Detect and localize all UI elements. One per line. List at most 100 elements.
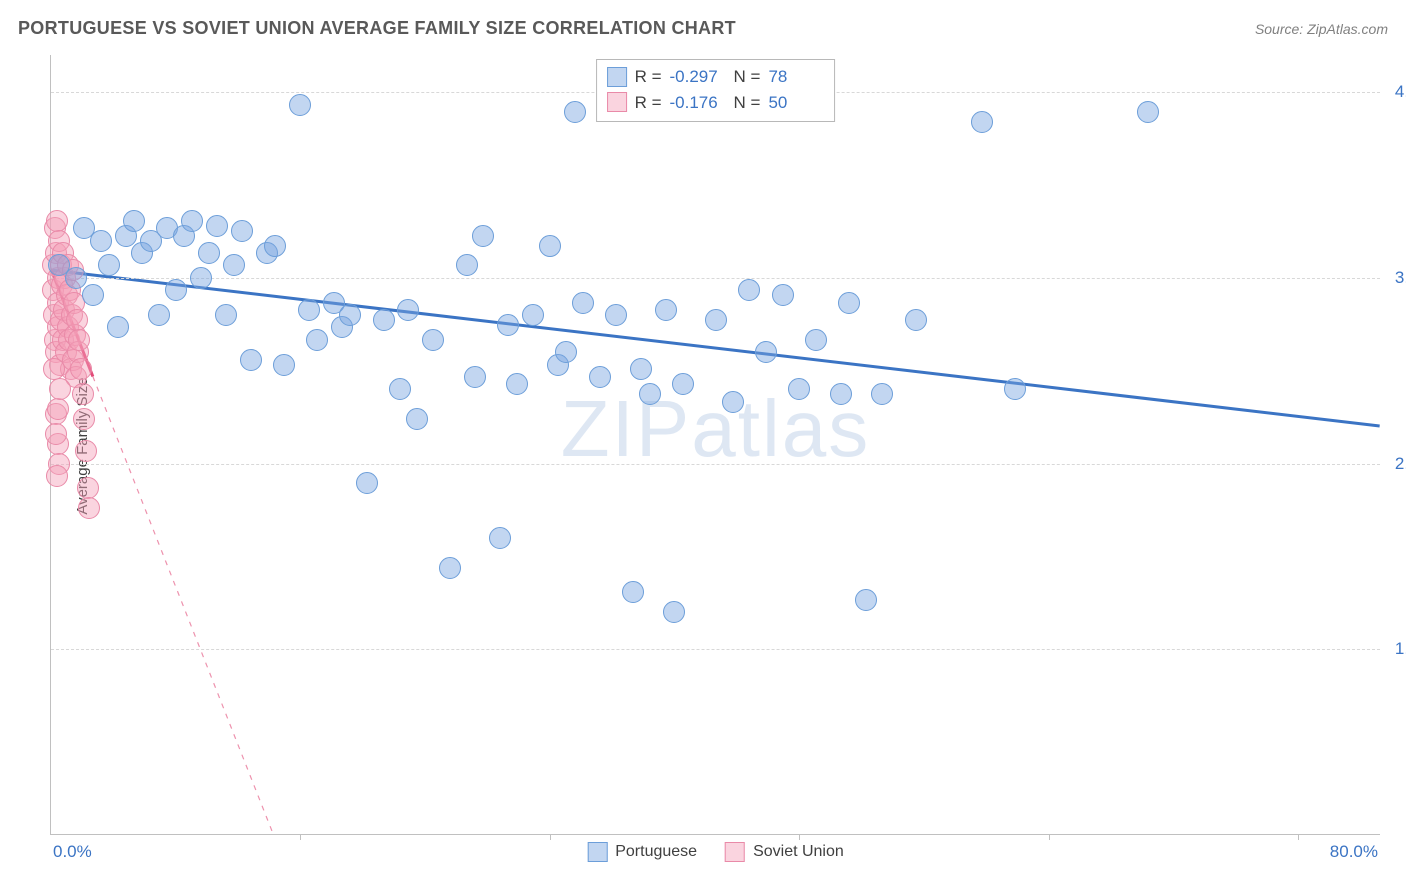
data-point-portuguese [439, 557, 461, 579]
y-tick-label: 4.00 [1384, 82, 1406, 102]
data-point-portuguese [98, 254, 120, 276]
data-point-portuguese [215, 304, 237, 326]
data-point-portuguese [298, 299, 320, 321]
data-point-portuguese [506, 373, 528, 395]
swatch-portuguese [607, 67, 627, 87]
data-point-portuguese [123, 210, 145, 232]
watermark: ZIPatlas [561, 383, 870, 475]
legend-item-portuguese: Portuguese [587, 842, 697, 862]
data-point-portuguese [564, 101, 586, 123]
data-point-portuguese [181, 210, 203, 232]
data-point-portuguese [240, 349, 262, 371]
r-value-soviet: -0.176 [670, 90, 726, 116]
legend-swatch-portuguese [587, 842, 607, 862]
chart-plot-area: ZIPatlas R = -0.297 N = 78 R = -0.176 N … [50, 55, 1380, 835]
r-value-portuguese: -0.297 [670, 64, 726, 90]
data-point-portuguese [655, 299, 677, 321]
data-point-portuguese [971, 111, 993, 133]
chart-title: PORTUGUESE VS SOVIET UNION AVERAGE FAMIL… [18, 18, 736, 39]
data-point-portuguese [788, 378, 810, 400]
data-point-portuguese [190, 267, 212, 289]
legend-stats-box: R = -0.297 N = 78 R = -0.176 N = 50 [596, 59, 836, 122]
data-point-portuguese [90, 230, 112, 252]
x-axis-min-label: 0.0% [53, 842, 92, 862]
y-tick-label: 1.75 [1384, 639, 1406, 659]
series-legend: Portuguese Soviet Union [587, 842, 844, 862]
data-point-portuguese [1137, 101, 1159, 123]
x-tick [300, 834, 301, 840]
y-tick-label: 2.50 [1384, 454, 1406, 474]
data-point-portuguese [456, 254, 478, 276]
data-point-portuguese [905, 309, 927, 331]
data-point-portuguese [65, 267, 87, 289]
data-point-portuguese [406, 408, 428, 430]
data-point-portuguese [397, 299, 419, 321]
data-point-portuguese [772, 284, 794, 306]
n-value-portuguese: 78 [768, 64, 824, 90]
data-point-portuguese [830, 383, 852, 405]
data-point-portuguese [422, 329, 444, 351]
data-point-portuguese [231, 220, 253, 242]
data-point-soviet-union [72, 383, 94, 405]
data-point-soviet-union [49, 378, 71, 400]
data-point-portuguese [373, 309, 395, 331]
source-attribution: Source: ZipAtlas.com [1255, 21, 1388, 37]
data-point-portuguese [522, 304, 544, 326]
data-point-portuguese [464, 366, 486, 388]
data-point-portuguese [306, 329, 328, 351]
y-tick-label: 3.25 [1384, 268, 1406, 288]
data-point-portuguese [855, 589, 877, 611]
data-point-portuguese [264, 235, 286, 257]
data-point-soviet-union [45, 423, 67, 445]
data-point-soviet-union [46, 465, 68, 487]
data-point-portuguese [572, 292, 594, 314]
data-point-soviet-union [75, 440, 97, 462]
legend-item-soviet: Soviet Union [725, 842, 844, 862]
data-point-portuguese [206, 215, 228, 237]
legend-swatch-soviet [725, 842, 745, 862]
data-point-portuguese [589, 366, 611, 388]
data-point-portuguese [273, 354, 295, 376]
gridline-horizontal [51, 649, 1380, 650]
x-axis-max-label: 80.0% [1330, 842, 1378, 862]
data-point-portuguese [223, 254, 245, 276]
data-point-portuguese [755, 341, 777, 363]
legend-label-portuguese: Portuguese [615, 843, 697, 861]
swatch-soviet [607, 92, 627, 112]
data-point-portuguese [1004, 378, 1026, 400]
data-point-portuguese [805, 329, 827, 351]
data-point-portuguese [165, 279, 187, 301]
data-point-portuguese [198, 242, 220, 264]
trend-lines-layer [51, 55, 1380, 834]
data-point-portuguese [639, 383, 661, 405]
data-point-portuguese [705, 309, 727, 331]
data-point-portuguese [630, 358, 652, 380]
data-point-portuguese [605, 304, 627, 326]
data-point-portuguese [289, 94, 311, 116]
data-point-portuguese [539, 235, 561, 257]
legend-label-soviet: Soviet Union [753, 843, 844, 861]
data-point-soviet-union [47, 398, 69, 420]
data-point-portuguese [738, 279, 760, 301]
data-point-soviet-union [46, 210, 68, 232]
legend-stats-row-portuguese: R = -0.297 N = 78 [607, 64, 825, 90]
data-point-portuguese [722, 391, 744, 413]
data-point-portuguese [838, 292, 860, 314]
data-point-portuguese [339, 304, 361, 326]
gridline-horizontal [51, 278, 1380, 279]
data-point-portuguese [497, 314, 519, 336]
data-point-portuguese [489, 527, 511, 549]
data-point-portuguese [672, 373, 694, 395]
data-point-portuguese [555, 341, 577, 363]
data-point-soviet-union [68, 329, 90, 351]
data-point-portuguese [622, 581, 644, 603]
gridline-horizontal [51, 464, 1380, 465]
legend-stats-row-soviet: R = -0.176 N = 50 [607, 90, 825, 116]
data-point-portuguese [82, 284, 104, 306]
n-value-soviet: 50 [768, 90, 824, 116]
data-point-portuguese [148, 304, 170, 326]
data-point-soviet-union [70, 358, 92, 380]
data-point-soviet-union [66, 309, 88, 331]
x-tick [1298, 834, 1299, 840]
data-point-portuguese [663, 601, 685, 623]
